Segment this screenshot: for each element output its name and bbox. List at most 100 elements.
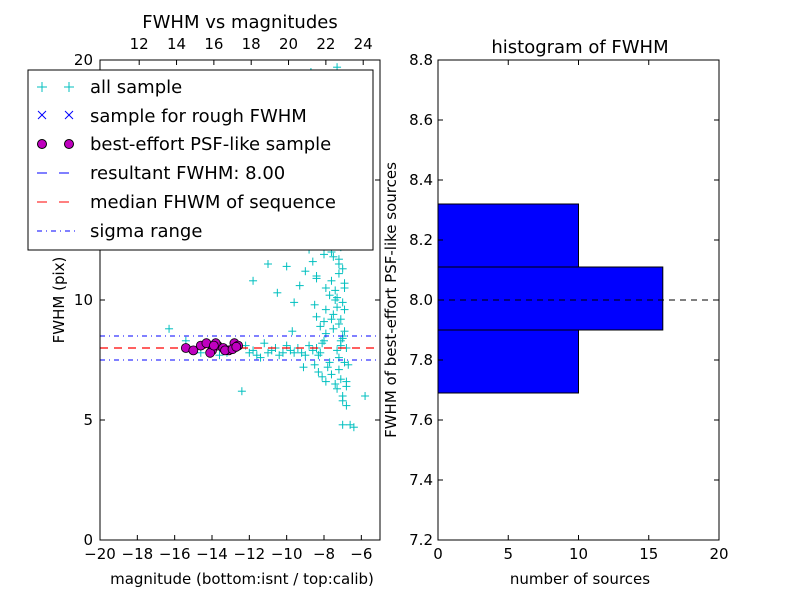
scatter-point — [312, 274, 321, 283]
scatter-point — [320, 250, 328, 259]
scatter-point — [338, 298, 347, 307]
scatter-point — [318, 339, 327, 348]
legend-x-marker — [37, 110, 74, 120]
scatter-point — [340, 279, 349, 288]
x-tick-label: −16 — [159, 545, 191, 563]
scatter-point — [333, 384, 342, 393]
scatter-point — [237, 387, 246, 396]
x-tick-label: 20 — [709, 545, 728, 563]
scatter-point — [301, 351, 310, 360]
scatter-point — [320, 317, 328, 326]
legend-circle-marker — [37, 139, 47, 149]
best-effort-point — [231, 341, 242, 352]
x-tick-label: −12 — [234, 545, 266, 563]
y-tick-label: 7.4 — [409, 471, 433, 489]
scatter-point — [334, 260, 343, 268]
histogram-bar — [437, 266, 664, 331]
histogram-bar — [437, 329, 579, 394]
x-tick-label: −10 — [271, 545, 303, 563]
scatter-point — [278, 348, 287, 357]
scatter-point — [321, 284, 330, 292]
top-x-tick-label: 14 — [167, 35, 186, 53]
histogram-bar — [437, 203, 579, 268]
scatter-point — [314, 368, 323, 376]
scatter-point — [329, 252, 338, 261]
scatter-point — [323, 363, 332, 372]
scatter-point — [342, 401, 351, 410]
scatter-point — [334, 320, 343, 328]
legend-entry-resultant: resultant FWHM: 8.00 — [37, 163, 285, 184]
histogram-panel: 0 5 10 15 20 7.2 7.4 7.6 7.8 8.0 8.2 8.4 8.6 8.8 hist… — [382, 37, 729, 588]
scatter-point — [316, 322, 325, 331]
scatter-point — [333, 303, 342, 312]
y-tick-label: 7.8 — [409, 351, 433, 369]
scatter-point — [361, 392, 370, 400]
scatter-point — [290, 348, 299, 357]
legend-entry-best-effort: best-effort PSF-like sample — [37, 134, 331, 155]
scatter-point — [336, 375, 345, 384]
x-tick-label: 10 — [569, 545, 588, 563]
x-tick-label: −18 — [122, 545, 154, 563]
scatter-point — [165, 324, 174, 333]
scatter-point — [264, 260, 272, 268]
x-tick-label: −8 — [313, 545, 335, 563]
scatter-point — [314, 351, 323, 360]
scatter-point — [249, 276, 258, 285]
y-tick-label: 0 — [83, 531, 93, 549]
scatter-title: FWHM vs magnitudes — [142, 12, 337, 33]
scatter-point — [325, 291, 334, 300]
scatter-point — [260, 339, 269, 348]
x-tick-label: 5 — [503, 545, 513, 563]
top-x-tick-label: 22 — [316, 35, 335, 53]
x-tick-label: −20 — [84, 545, 116, 563]
y-tick-label: 5 — [83, 411, 93, 429]
scatter-point — [215, 351, 224, 360]
y-tick-label: 7.2 — [409, 531, 433, 549]
scatter-point — [340, 327, 349, 336]
legend-entry-median: median FHWM of sequence — [37, 192, 336, 213]
x-tick-label: −14 — [196, 545, 228, 563]
scatter-point — [249, 346, 258, 355]
scatter-point — [336, 336, 345, 345]
scatter-point — [308, 257, 317, 266]
y-tick-label: 20 — [74, 51, 93, 69]
scatter-point — [310, 300, 319, 309]
scatter-point — [336, 315, 345, 324]
scatter-point — [333, 346, 342, 355]
scatter-point — [299, 363, 308, 372]
scatter-point — [338, 264, 347, 273]
top-x-tick-label: 24 — [354, 35, 373, 53]
best-effort-point — [208, 340, 219, 351]
scatter-point — [340, 305, 349, 314]
histogram-data — [437, 203, 719, 394]
scatter-point — [256, 353, 265, 362]
scatter-point — [273, 288, 282, 297]
scatter-point — [338, 420, 347, 429]
histogram-ylabel: FWHM of best-effort PSF-like sources — [382, 162, 400, 438]
y-tick-label: 7.6 — [409, 411, 433, 429]
legend-entry-sigma: sigma range — [37, 221, 202, 242]
scatter-point — [331, 286, 340, 295]
scatter-point — [321, 377, 330, 386]
scatter-point — [334, 269, 343, 278]
scatter-point — [329, 310, 338, 319]
scatter-point — [329, 324, 338, 333]
x-tick-label: 0 — [433, 545, 443, 563]
legend-label: median FHWM of sequence — [90, 192, 336, 213]
x-tick-label: 15 — [639, 545, 658, 563]
scatter-point — [327, 276, 336, 285]
legend-box — [27, 69, 374, 251]
scatter-point — [331, 296, 340, 304]
scatter-point — [338, 396, 347, 405]
scatter-point — [331, 380, 340, 388]
y-tick-label: 8.4 — [409, 171, 433, 189]
legend-label: best-effort PSF-like sample — [90, 134, 331, 155]
histogram-title: histogram of FWHM — [491, 37, 668, 58]
y-tick-label: 8.8 — [409, 51, 433, 69]
scatter-point — [310, 360, 319, 369]
legend-plus-marker — [37, 82, 74, 92]
x-tick-label: −6 — [350, 545, 372, 563]
top-x-tick-label: 20 — [279, 35, 298, 53]
scatter-point — [318, 372, 327, 381]
